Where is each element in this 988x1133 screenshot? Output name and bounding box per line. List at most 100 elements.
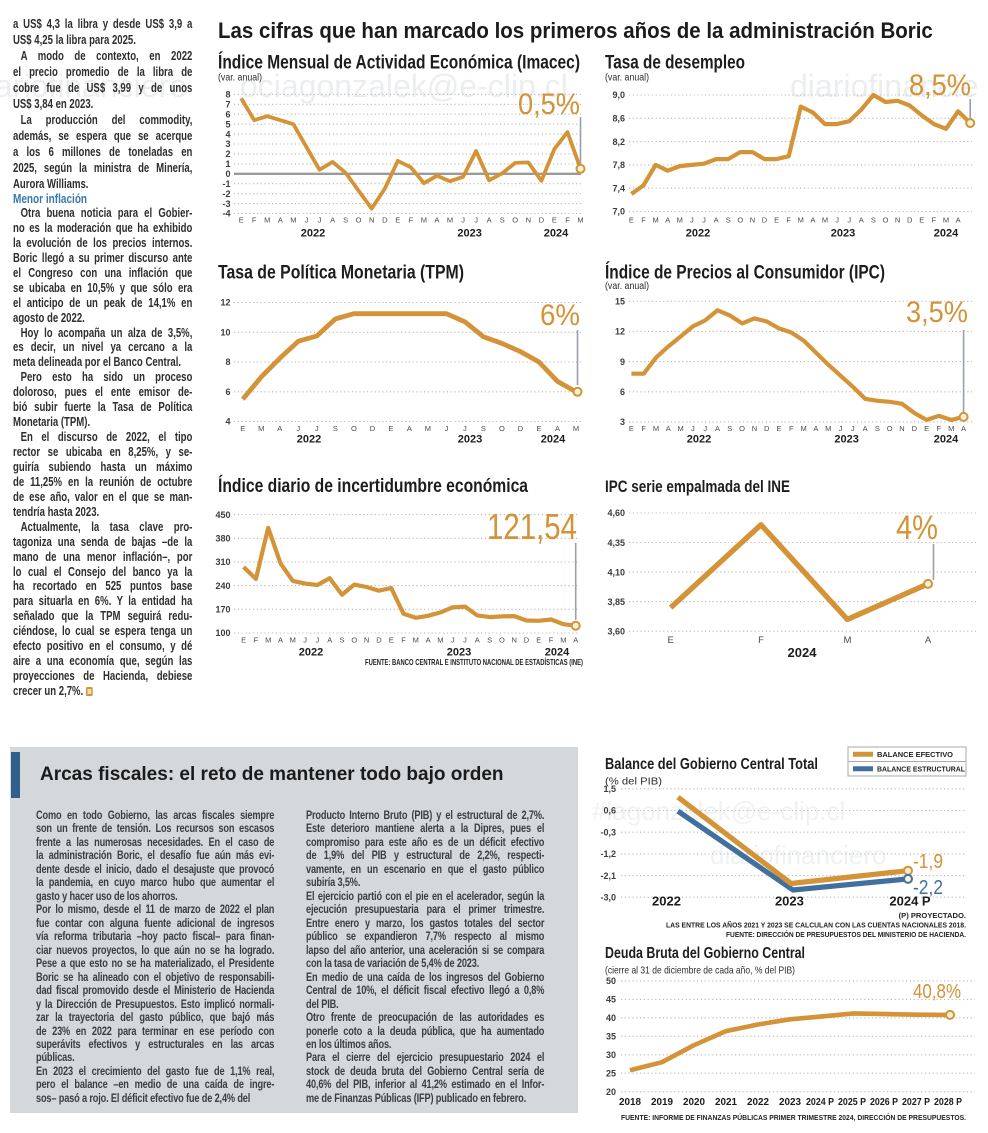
svg-text:S: S bbox=[726, 216, 731, 225]
svg-text:M: M bbox=[290, 216, 296, 225]
svg-text:S: S bbox=[875, 424, 880, 433]
svg-text:20: 20 bbox=[606, 1087, 616, 1097]
svg-text:M: M bbox=[264, 216, 270, 225]
svg-text:8: 8 bbox=[225, 357, 230, 367]
svg-text:D: D bbox=[382, 216, 388, 225]
svg-text:F: F bbox=[252, 216, 257, 225]
svg-text:10: 10 bbox=[220, 328, 230, 338]
svg-text:M: M bbox=[577, 216, 583, 225]
svg-text:8,5%: 8,5% bbox=[909, 69, 971, 102]
svg-text:E: E bbox=[668, 635, 674, 646]
svg-text:310: 310 bbox=[215, 557, 230, 567]
svg-text:D: D bbox=[907, 216, 913, 225]
svg-text:N: N bbox=[752, 424, 757, 433]
svg-text:-1: -1 bbox=[222, 179, 230, 189]
svg-text:A: A bbox=[715, 424, 720, 433]
svg-text:2018: 2018 bbox=[619, 1096, 641, 1108]
svg-text:F: F bbox=[401, 636, 406, 645]
svg-text:D: D bbox=[370, 424, 376, 433]
svg-text:A: A bbox=[487, 216, 492, 225]
svg-text:2024 P: 2024 P bbox=[889, 894, 931, 909]
svg-text:M: M bbox=[800, 424, 806, 433]
svg-text:35: 35 bbox=[606, 1032, 616, 1042]
svg-text:E: E bbox=[629, 424, 634, 433]
svg-text:M: M bbox=[677, 424, 683, 433]
svg-text:A: A bbox=[859, 216, 864, 225]
svg-text:12: 12 bbox=[615, 327, 625, 337]
svg-text:A: A bbox=[956, 216, 961, 225]
svg-text:A: A bbox=[573, 636, 578, 645]
svg-text:A: A bbox=[277, 424, 282, 433]
svg-text:E: E bbox=[388, 424, 393, 433]
svg-text:BALANCE ESTRUCTURAL: BALANCE ESTRUCTURAL bbox=[877, 765, 965, 774]
svg-text:A: A bbox=[327, 636, 332, 645]
svg-text:N: N bbox=[899, 424, 904, 433]
svg-text:7,4: 7,4 bbox=[612, 183, 625, 193]
svg-text:40: 40 bbox=[606, 1013, 616, 1023]
svg-text:2023: 2023 bbox=[834, 434, 858, 446]
svg-text:7,8: 7,8 bbox=[612, 160, 625, 170]
svg-text:S: S bbox=[481, 424, 486, 433]
svg-text:E: E bbox=[629, 216, 634, 225]
svg-text:A: A bbox=[407, 424, 412, 433]
svg-text:FUENTE: BANCO CENTRAL E INSTIT: FUENTE: BANCO CENTRAL E INSTITUTO NACION… bbox=[365, 657, 583, 667]
svg-text:2026 P: 2026 P bbox=[870, 1096, 898, 1108]
svg-text:F: F bbox=[641, 424, 646, 433]
svg-text:M: M bbox=[943, 216, 949, 225]
svg-text:2019: 2019 bbox=[651, 1096, 673, 1108]
svg-text:(var. anual): (var. anual) bbox=[605, 281, 649, 292]
svg-text:E: E bbox=[924, 424, 929, 433]
svg-text:F: F bbox=[254, 636, 259, 645]
svg-text:D: D bbox=[762, 216, 768, 225]
svg-text:J: J bbox=[691, 424, 695, 433]
svg-text:J: J bbox=[835, 216, 839, 225]
svg-text:2023: 2023 bbox=[831, 228, 855, 240]
svg-text:S: S bbox=[343, 216, 348, 225]
svg-text:0,5%: 0,5% bbox=[518, 88, 580, 121]
svg-text:J: J bbox=[461, 216, 465, 225]
svg-text:O: O bbox=[887, 424, 893, 433]
svg-text:A: A bbox=[330, 216, 335, 225]
svg-text:A: A bbox=[434, 216, 439, 225]
svg-text:E: E bbox=[240, 424, 245, 433]
svg-text:Tasa de Política Monetaria (TP: Tasa de Política Monetaria (TPM) bbox=[218, 263, 464, 284]
svg-text:M: M bbox=[425, 424, 431, 433]
svg-text:2021: 2021 bbox=[715, 1096, 737, 1108]
svg-text:3,60: 3,60 bbox=[607, 626, 625, 636]
svg-text:J: J bbox=[463, 636, 467, 645]
svg-text:M: M bbox=[560, 636, 566, 645]
svg-text:J: J bbox=[474, 216, 478, 225]
svg-text:J: J bbox=[839, 424, 843, 433]
svg-text:A: A bbox=[278, 636, 283, 645]
svg-text:E: E bbox=[776, 424, 781, 433]
svg-text:0,6: 0,6 bbox=[603, 806, 616, 816]
svg-text:J: J bbox=[847, 216, 851, 225]
svg-text:6%: 6% bbox=[540, 299, 580, 332]
svg-text:J: J bbox=[463, 424, 467, 433]
svg-text:6: 6 bbox=[225, 109, 230, 119]
svg-text:-4: -4 bbox=[222, 209, 230, 219]
svg-text:9,0: 9,0 bbox=[612, 90, 625, 100]
svg-text:2024: 2024 bbox=[788, 645, 818, 660]
svg-text:FUENTE: INFORME DE FINANZAS PÚ: FUENTE: INFORME DE FINANZAS PÚBLICAS PRI… bbox=[621, 1113, 966, 1122]
svg-text:O: O bbox=[499, 636, 505, 645]
svg-text:F: F bbox=[409, 216, 414, 225]
svg-text:J: J bbox=[702, 216, 706, 225]
svg-text:450: 450 bbox=[215, 510, 230, 520]
svg-text:Índice diario de incertidumbre: Índice diario de incertidumbre económica bbox=[218, 475, 528, 497]
svg-text:E: E bbox=[536, 636, 541, 645]
svg-text:F: F bbox=[565, 216, 570, 225]
svg-text:Índice de Precios al Consumido: Índice de Precios al Consumidor (IPC) bbox=[605, 262, 885, 284]
svg-text:2023: 2023 bbox=[458, 434, 482, 446]
svg-text:E: E bbox=[395, 216, 400, 225]
svg-text:(cierre al 31 de diciembre de: (cierre al 31 de diciembre de cada año, … bbox=[605, 965, 795, 977]
svg-text:A: A bbox=[666, 424, 671, 433]
svg-text:45: 45 bbox=[606, 995, 616, 1005]
svg-text:M: M bbox=[290, 636, 296, 645]
svg-text:F: F bbox=[789, 424, 794, 433]
svg-text:FUENTE: DIRECCIÓN DE PRESUPUES: FUENTE: DIRECCIÓN DE PRESUPUESTOS DEL MI… bbox=[726, 930, 966, 939]
svg-text:S: S bbox=[727, 424, 732, 433]
svg-text:F: F bbox=[549, 636, 554, 645]
svg-text:4%: 4% bbox=[896, 509, 938, 547]
svg-text:8,2: 8,2 bbox=[612, 137, 625, 147]
